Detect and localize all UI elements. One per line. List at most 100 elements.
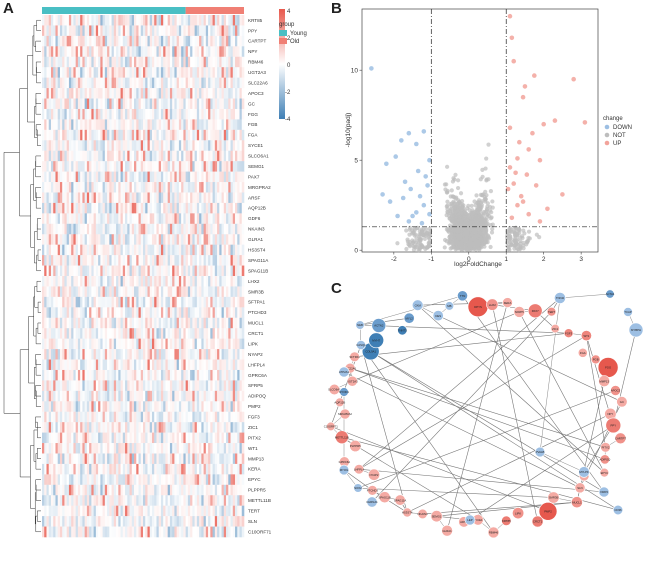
point-not [445, 199, 450, 204]
y-axis-label: -log10(padj) [345, 113, 352, 148]
network-node-label: NPY [608, 412, 614, 416]
gene-label: ZIC1 [248, 425, 258, 430]
point-down [400, 195, 406, 201]
network-node-tnni2: TNNI2 [554, 292, 566, 304]
network-node-sox2: SOX2 [353, 483, 363, 493]
network-node-glra1: GLRA1 [441, 524, 453, 537]
network-node-label: SLCO6A1 [328, 388, 341, 392]
point-not [449, 231, 454, 236]
network-node-label: METTL11B [335, 435, 349, 439]
network-node-ptchd3: PTCHD3 [367, 485, 378, 496]
point-not [474, 193, 479, 198]
network-node-nyap2: NYAP2 [367, 468, 380, 481]
point-not [516, 227, 522, 232]
network-node-gc: GC [616, 396, 628, 408]
network-node-slco6a1: SLCO6A1 [328, 383, 341, 396]
network-node-label: TNNI2 [556, 296, 565, 300]
network-edge [613, 329, 637, 426]
gene-label: NYAP2 [248, 352, 263, 357]
gene-label: SLN [248, 519, 257, 524]
group-label-old: Old [290, 39, 299, 45]
network-node-tcap: TCAP [623, 307, 633, 317]
point-not [462, 214, 467, 220]
point-not [455, 239, 460, 244]
point-not [513, 225, 519, 230]
volcano-plot: -2 -1 0 1 2 3 0 5 10 log2FoldChange -log10(padj)… [345, 8, 632, 268]
point-not [442, 245, 447, 250]
point-down [406, 130, 412, 136]
network-node-label: TTN [460, 294, 465, 298]
point-not [404, 228, 409, 233]
gene-label: GC [248, 101, 256, 106]
point-down [395, 213, 400, 219]
point-not [457, 212, 463, 217]
network-node-c10orf71: C10ORF71 [324, 421, 338, 432]
point-down [384, 161, 389, 167]
x-axis-label: log2FoldChange [454, 261, 502, 268]
point-not [418, 242, 423, 248]
point-up [518, 193, 524, 199]
network-node-mrgpra2: MRGPRA2 [338, 408, 352, 420]
network-edge [343, 371, 581, 489]
point-not [473, 216, 478, 222]
gene-label: PITX2 [248, 435, 261, 440]
point-not [486, 142, 491, 147]
point-down [421, 129, 427, 134]
network-node-myog: MYOG [338, 464, 350, 476]
network-edge [358, 335, 587, 470]
point-not [456, 205, 461, 211]
point-not [448, 208, 453, 214]
point-down [410, 213, 415, 219]
network-node-tert: TERT [546, 307, 557, 317]
point-not [410, 230, 416, 235]
network-edge [407, 413, 611, 513]
point-not [485, 201, 490, 206]
gene-label: PLPPR5 [248, 488, 266, 493]
network-node-label: CHRNA1 [366, 500, 378, 504]
point-not [466, 242, 471, 247]
network-node-label: MUCL1 [572, 500, 582, 504]
network-node-label: XIRP2 [600, 490, 609, 494]
network-node-label: ARSF [460, 520, 468, 524]
network-node-label: LHFPL4 [354, 467, 365, 471]
gene-label: UGT2A3 [248, 70, 266, 75]
point-up [571, 76, 576, 82]
point-not [462, 231, 467, 236]
point-not [480, 241, 485, 246]
network-node-label: AQP12B [334, 401, 345, 405]
gene-label: PMP2 [248, 404, 261, 409]
network-node-acta1: ACTA1 [605, 289, 615, 299]
network-node-myl2: MYL2 [403, 312, 415, 324]
point-not [525, 240, 530, 245]
gene-label: LHX2 [248, 279, 260, 284]
network-edge [343, 469, 373, 491]
point-not [450, 227, 455, 232]
point-not [486, 236, 492, 241]
point-up [532, 73, 537, 78]
network-edge [576, 381, 605, 503]
point-not [469, 203, 474, 209]
gene-label: GLRA1 [248, 237, 264, 242]
point-not [450, 179, 456, 184]
network-node-label: APOC3 [611, 389, 621, 393]
network-node-label: PLPPR5 [350, 444, 361, 448]
point-not [483, 197, 488, 202]
network-node-label: SPAG11B [379, 495, 391, 499]
gene-label: KERA [248, 467, 261, 472]
network-node-label: LHX2 [489, 303, 496, 307]
point-up [545, 206, 550, 212]
network-node-label: SMR3B [549, 496, 559, 500]
group-bar-young [42, 7, 186, 14]
network-edge [371, 311, 552, 503]
network-edge [352, 311, 520, 382]
point-not [447, 216, 452, 221]
point-not [456, 228, 461, 234]
network-node-crct1: CRCT1 [531, 515, 544, 528]
panel-label-b: B [331, 0, 342, 17]
point-up [526, 147, 531, 152]
network-node-label: MMP13 [599, 379, 609, 383]
network-node-atp2a1: ATP2A1 [338, 366, 350, 378]
point-not [476, 206, 481, 211]
network-node-lipk: LIPK [512, 507, 525, 520]
gene-label: RBM46 [248, 60, 264, 65]
